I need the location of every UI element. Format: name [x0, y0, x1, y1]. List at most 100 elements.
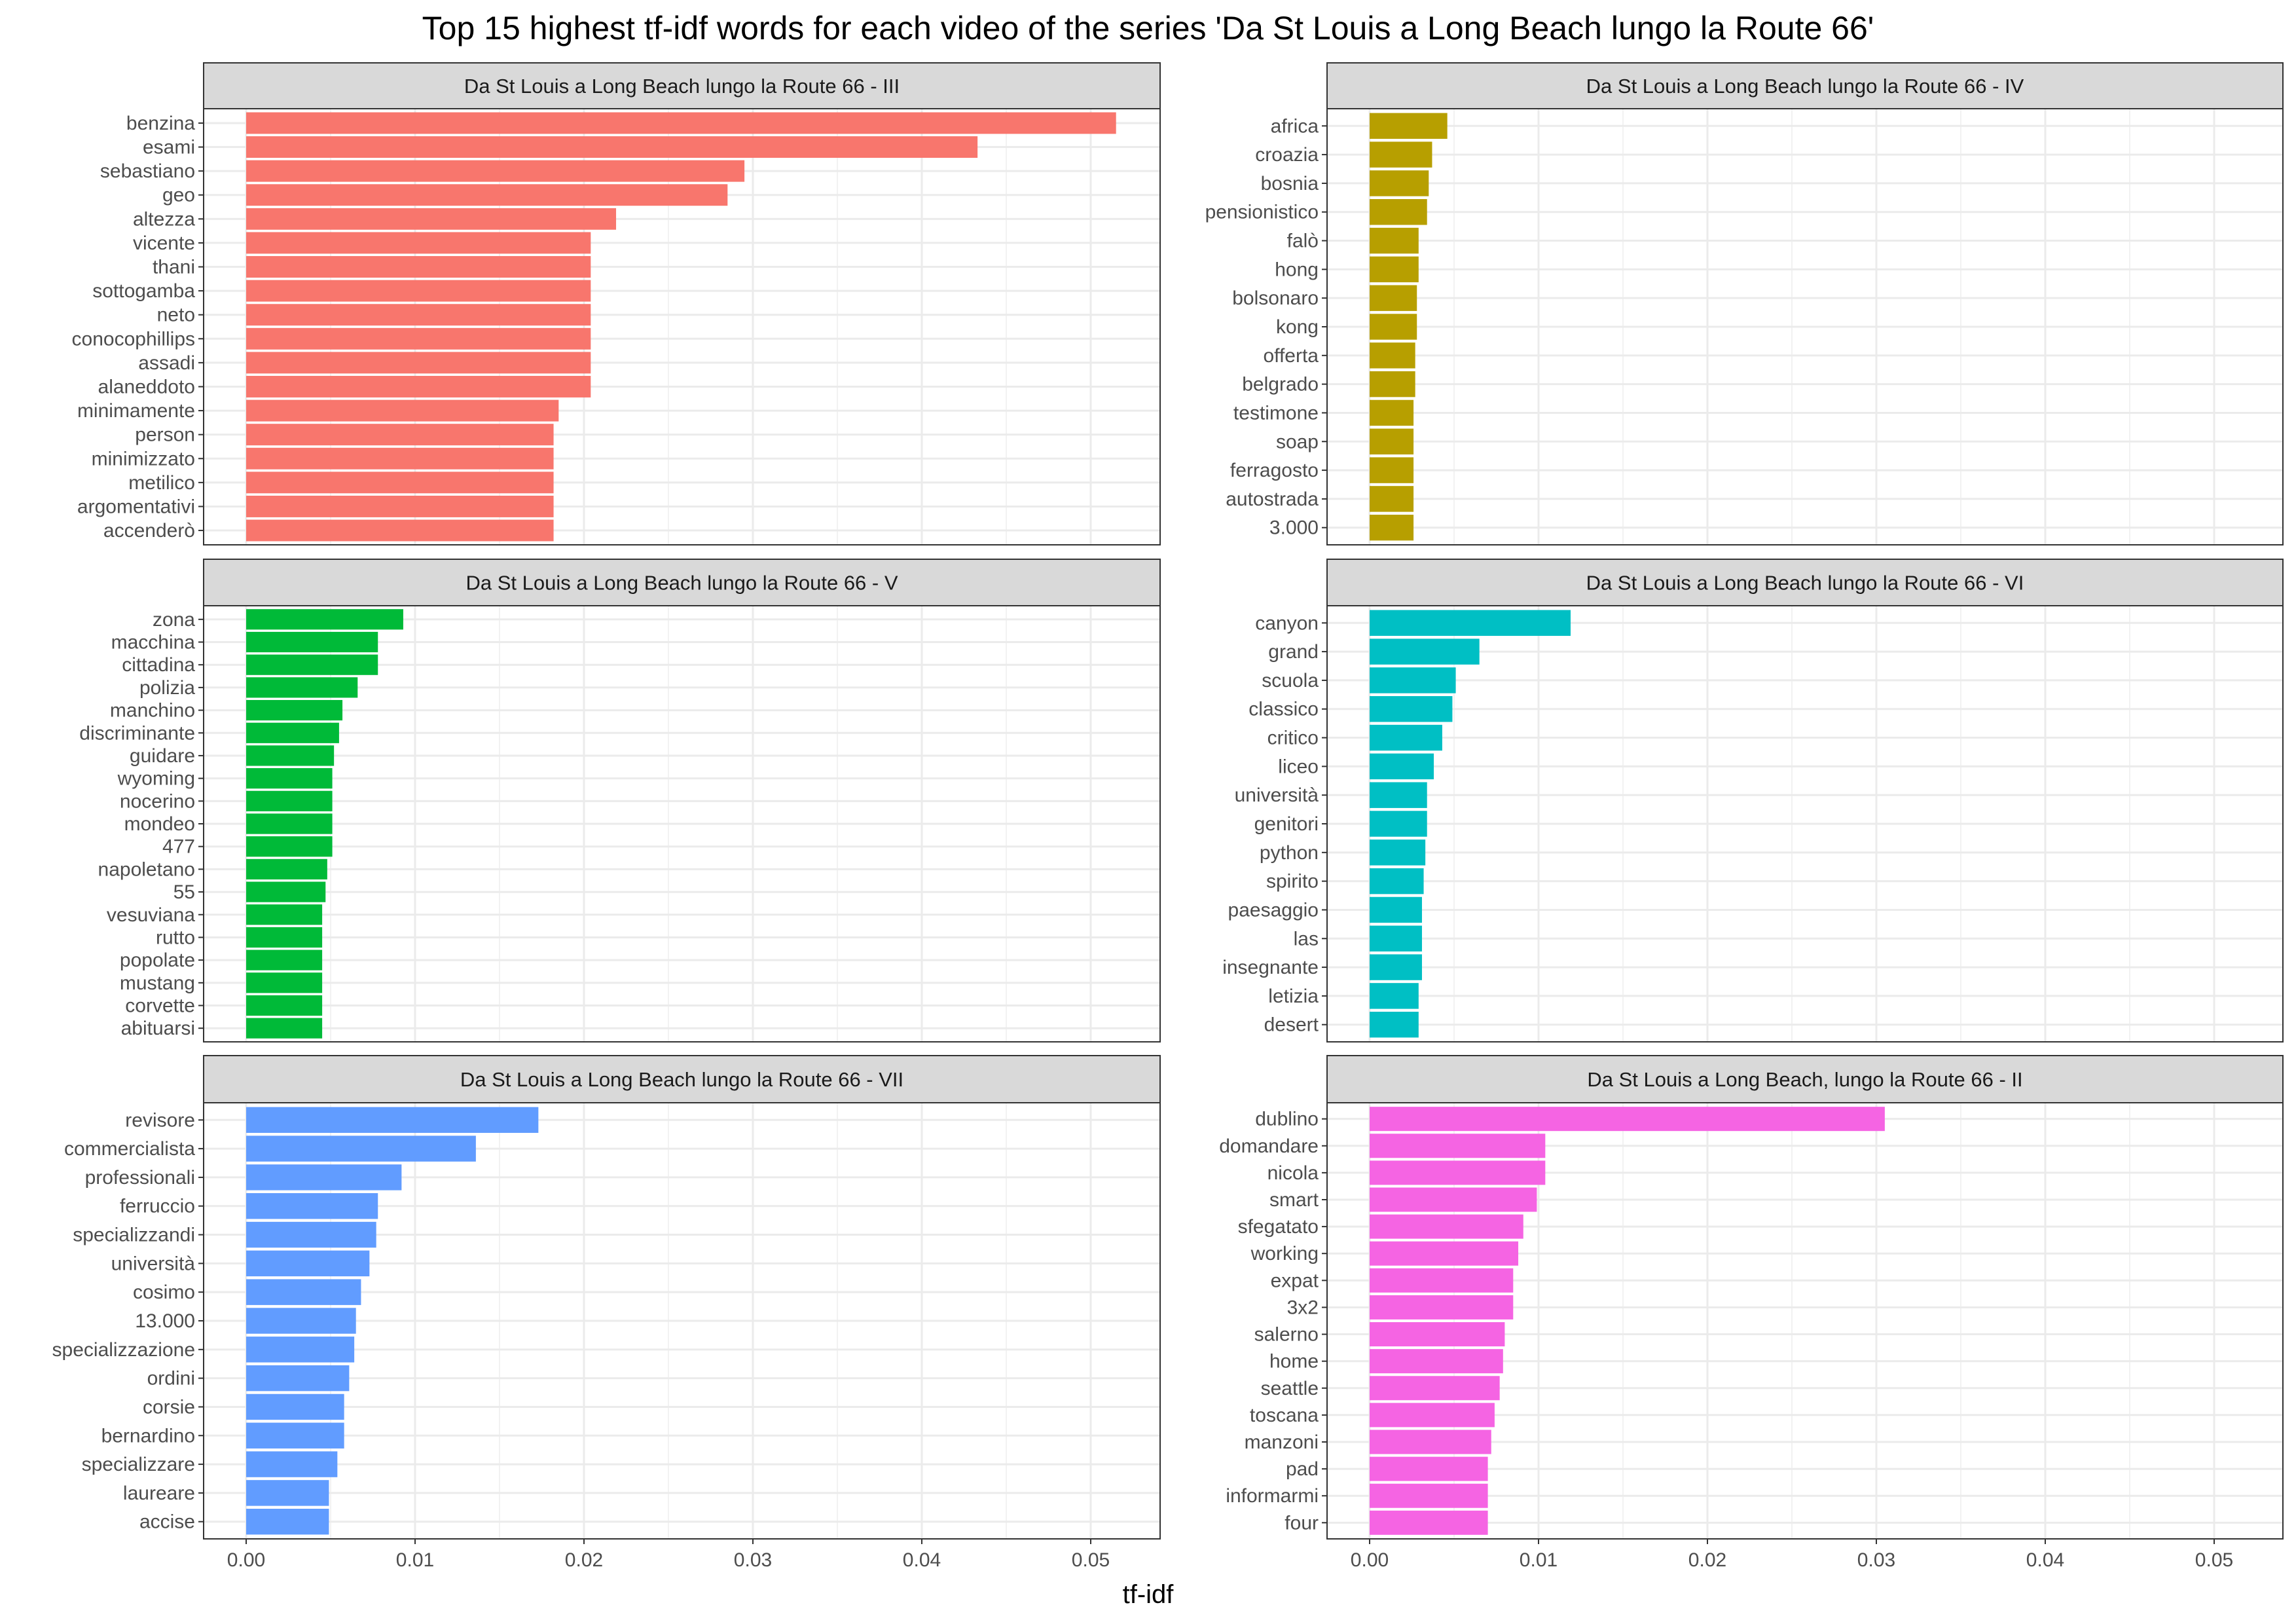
facet-panel-1: Da St Louis a Long Beach lungo la Route … [72, 62, 1161, 545]
y-tick-label: argomentativi [77, 496, 195, 517]
y-tick-label: hong [1275, 259, 1319, 280]
bar [246, 447, 554, 470]
facet-strip [1326, 559, 2284, 606]
y-tick-label: popolate [120, 950, 195, 971]
bar [1370, 983, 1419, 1009]
bar [246, 495, 554, 517]
y-tick-label: croazia [1255, 144, 1319, 166]
y-tick-label: sottogamba [92, 280, 195, 302]
bar [1370, 113, 1448, 139]
bar [1370, 199, 1427, 225]
y-tick-label: ferragosto [1230, 460, 1319, 481]
bar [1370, 1349, 1503, 1374]
bar [1370, 811, 1427, 837]
x-tick-label: 0.01 [396, 1549, 434, 1571]
bar [246, 1422, 344, 1449]
bar [1370, 457, 1414, 483]
bar [1370, 868, 1424, 895]
bar [1370, 1214, 1523, 1239]
y-tick-label: accise [139, 1511, 195, 1533]
bar [246, 376, 591, 397]
y-tick-label: zona [153, 609, 195, 631]
bar [246, 881, 326, 902]
y-tick-label: manchino [110, 700, 195, 722]
bar [246, 654, 378, 675]
bar [1370, 782, 1427, 808]
x-tick-label: 0.03 [1857, 1549, 1895, 1571]
y-tick-label: professionali [85, 1167, 195, 1189]
facet-panel-2: Da St Louis a Long Beach lungo la Route … [1205, 62, 2284, 545]
bar [1370, 170, 1429, 196]
y-tick-label: dublino [1255, 1109, 1319, 1130]
y-tick-label: corvette [125, 995, 195, 1017]
bar [1370, 1376, 1500, 1401]
y-tick-label: macchina [111, 632, 196, 654]
y-tick-label: person [135, 424, 195, 446]
bar [246, 1135, 476, 1162]
bar [1370, 610, 1571, 637]
bar [1370, 285, 1417, 311]
y-tick-label: letizia [1268, 986, 1319, 1007]
y-tick-label: home [1269, 1351, 1319, 1373]
bar [246, 1018, 323, 1039]
y-tick-label: falò [1287, 231, 1319, 252]
bar [1370, 954, 1422, 980]
y-tick-label: conocophillips [72, 328, 195, 350]
y-tick-label: assadi [138, 352, 195, 374]
bar [246, 699, 343, 721]
y-tick-label: offerta [1263, 345, 1319, 367]
y-tick-label: neto [157, 304, 195, 326]
y-tick-label: discriminante [79, 722, 195, 744]
bar [246, 858, 327, 879]
y-tick-label: mustang [120, 972, 195, 994]
facet-strip-label: Da St Louis a Long Beach lungo la Route … [1586, 75, 2024, 98]
y-tick-label: bosnia [1261, 173, 1319, 194]
y-tick-label: africa [1271, 115, 1319, 137]
bar [246, 1393, 344, 1420]
bar [1370, 1295, 1514, 1320]
bar [1370, 514, 1414, 541]
panel-border [203, 605, 1161, 1043]
y-tick-label: belgrado [1242, 374, 1319, 396]
facet-strip [203, 559, 1161, 606]
y-tick-label: università [111, 1253, 196, 1274]
bar [246, 208, 617, 230]
y-tick-label: bernardino [101, 1425, 195, 1447]
facet-strip [1326, 62, 2284, 109]
y-tick-label: commercialista [64, 1138, 195, 1160]
facet-strip [1326, 1055, 2284, 1103]
bar [246, 790, 333, 811]
facet-strip-label: Da St Louis a Long Beach lungo la Route … [460, 1068, 903, 1091]
bar [1370, 227, 1419, 254]
bar [1370, 1241, 1519, 1266]
bar [246, 160, 745, 182]
y-tick-label: seattle [1261, 1378, 1319, 1399]
y-tick-label: soap [1276, 431, 1319, 452]
y-tick-label: bolsonaro [1232, 287, 1319, 309]
y-tick-label: 55 [173, 881, 195, 903]
bar [246, 927, 323, 948]
y-tick-label: specializzandi [73, 1225, 195, 1246]
panel-border [1326, 1102, 2284, 1540]
y-tick-label: smart [1269, 1189, 1319, 1211]
x-axis-title: tf-idf [1122, 1580, 1174, 1609]
y-tick-label: working [1250, 1243, 1319, 1264]
y-tick-label: grand [1268, 641, 1319, 663]
bar [1370, 1322, 1505, 1347]
facet-panel-4: Da St Louis a Long Beach lungo la Route … [1222, 559, 2284, 1043]
bar [246, 768, 333, 789]
facet-panel-6: Da St Louis a Long Beach, lungo la Route… [1219, 1055, 2284, 1571]
bar [246, 232, 591, 254]
y-tick-label: scuola [1262, 670, 1319, 692]
x-tick-label: 0.05 [1072, 1549, 1110, 1571]
y-tick-label: sebastiano [100, 160, 195, 182]
bar [246, 972, 323, 993]
bar [1370, 1268, 1514, 1293]
bar [246, 836, 333, 857]
x-tick-label: 0.04 [903, 1549, 941, 1571]
y-tick-label: ferruccio [120, 1196, 195, 1217]
bar [246, 1451, 338, 1477]
y-tick-label: informarmi [1226, 1485, 1319, 1507]
y-tick-label: napoletano [98, 858, 195, 880]
bar [1370, 428, 1414, 454]
